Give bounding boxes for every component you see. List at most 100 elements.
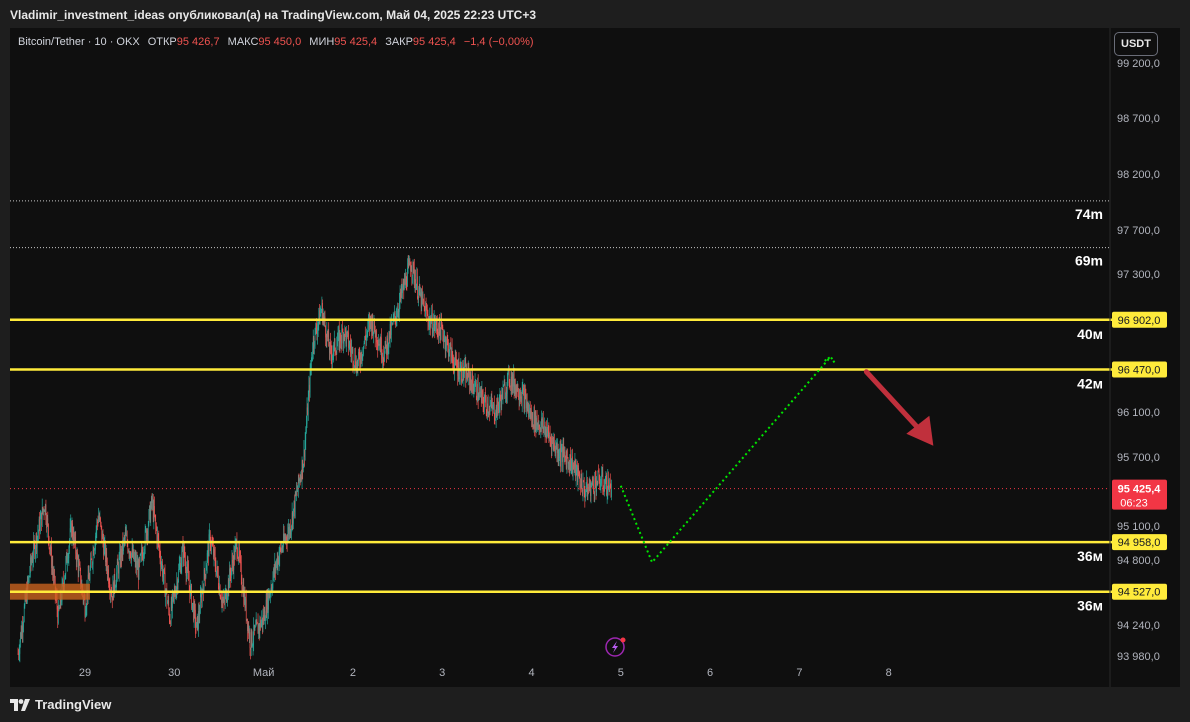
candle-body [369,319,370,328]
candle-body [361,355,363,360]
candle-body [146,529,147,540]
candle-body [497,398,499,406]
candle-body [156,525,157,530]
candle-body [202,589,204,591]
candle-body [527,403,529,411]
candle-body [278,556,280,564]
candle-body [263,615,264,621]
candle-body [64,573,66,580]
candle-body [39,519,41,532]
candle-body [581,478,583,491]
candle-body [232,559,233,564]
candle-body [253,625,255,631]
candle-body [263,611,265,621]
candle-body [46,518,48,529]
candle-body [557,447,558,453]
candle-body [596,482,598,485]
candlestick-chart[interactable]: 74m 69m 96 902,0 40м 96 470,0 42м 94 958,0 36м… [10,28,1180,687]
candle-body [377,343,379,348]
candle-body [603,489,605,492]
candle-body [329,342,331,353]
candle-body [400,292,401,298]
candle-body [195,627,197,629]
candle-body [137,565,139,570]
legend-close-label: ЗАКР [385,36,413,48]
candle-body [92,564,93,565]
candle-body [410,270,412,272]
candle-body [553,442,555,444]
candle-body [188,580,190,586]
currency-button[interactable]: USDT [1114,32,1158,56]
candle-body [143,554,145,556]
tradingview-logo[interactable]: TradingView [10,697,111,712]
candle-body [172,592,174,595]
candle-body [235,542,236,546]
candle-body [283,533,285,541]
candle-body [406,286,408,288]
candle-body [209,532,211,546]
candle-body [307,396,309,415]
level-annotation: 36м [1077,548,1103,564]
candle-body [222,599,223,601]
candle-body [402,282,404,288]
candle-body [528,403,529,413]
candle-body [435,319,437,326]
candle-body [405,275,407,287]
candle-body [342,328,343,332]
candle-body [167,601,169,603]
candle-body [478,398,480,400]
candle-body [187,564,189,571]
candle-body [306,424,307,433]
legend-change: −1,4 (−0,00%) [464,36,534,48]
candle-body [168,601,170,610]
candle-body [126,534,128,543]
candle-body [177,581,178,589]
candle-body [182,545,183,552]
candle-body [331,354,333,361]
candle-body [113,582,114,598]
candle-body [293,501,295,509]
candle-body [401,286,403,294]
candle-body [51,565,53,568]
candle-body [66,553,67,561]
candle-body [422,298,424,300]
candle-body [239,556,241,558]
candle-body [583,482,585,491]
candle-body [519,396,521,401]
candle-body [320,312,321,314]
candle-body [452,357,454,360]
candle-body [536,417,538,426]
candle-body [125,532,127,536]
candle-body [518,395,519,398]
candle-body [330,342,331,347]
candle-body [160,564,162,567]
candle-body [183,544,184,559]
candle-body [180,563,181,573]
candle-body [260,622,262,628]
candle-body [269,593,271,598]
candle-body [64,579,65,588]
candle-body [138,565,139,580]
candle-body [414,279,416,283]
candle-body [472,373,473,384]
candle-body [196,622,197,628]
candle-body [165,591,166,597]
candle-body [473,390,475,393]
tradingview-brand: TradingView [35,697,112,712]
candle-body [226,598,228,602]
candle-body [185,559,186,570]
candle-body [516,385,517,392]
candle-body [467,367,469,381]
candle-body [598,471,600,481]
candle-body [41,507,43,526]
candle-body [353,364,354,366]
chart-area[interactable]: 74m 69m 96 902,0 40м 96 470,0 42м 94 958,0 36м… [10,28,1180,687]
candle-body [572,456,573,473]
candle-body [94,549,95,555]
x-tick-label: 6 [707,667,713,679]
candle-body [262,617,263,626]
candle-body [491,400,493,405]
candle-body [238,547,240,559]
lightning-alert-icon[interactable] [605,637,626,657]
candle-body [97,522,98,523]
